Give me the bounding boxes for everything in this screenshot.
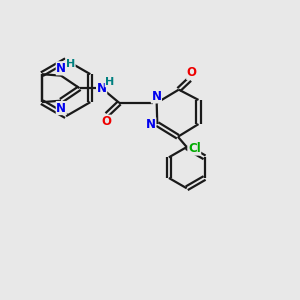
- Text: N: N: [152, 90, 161, 103]
- Text: N: N: [56, 101, 66, 115]
- Text: N: N: [56, 62, 66, 75]
- Text: Cl: Cl: [188, 142, 201, 155]
- Text: O: O: [101, 115, 111, 128]
- Text: N: N: [146, 118, 156, 131]
- Text: H: H: [105, 77, 115, 87]
- Text: N: N: [97, 82, 106, 95]
- Text: H: H: [66, 59, 75, 70]
- Text: O: O: [187, 66, 197, 80]
